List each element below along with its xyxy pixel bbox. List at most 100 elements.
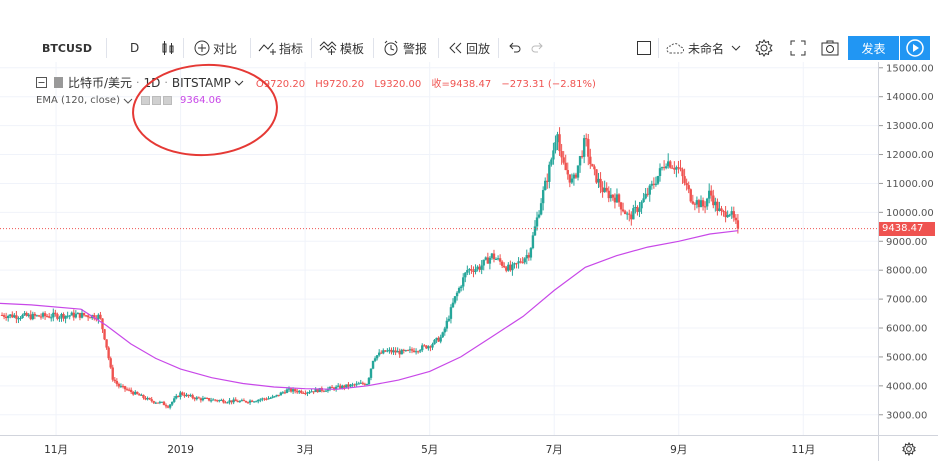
candle-down bbox=[263, 398, 266, 400]
interval-button[interactable]: D bbox=[130, 41, 140, 55]
candle-up bbox=[714, 201, 717, 206]
play-button[interactable] bbox=[900, 36, 930, 60]
candle-down bbox=[732, 211, 735, 218]
candle-down bbox=[558, 134, 561, 152]
candle-up bbox=[554, 142, 557, 151]
candle-down bbox=[56, 314, 59, 319]
fullscreen-button[interactable] bbox=[790, 36, 806, 60]
candle-down bbox=[613, 197, 617, 203]
replay-button[interactable]: 回放 bbox=[447, 36, 490, 60]
candle-up bbox=[548, 164, 551, 182]
candle-up bbox=[238, 401, 242, 403]
snapshot-button[interactable] bbox=[821, 36, 839, 60]
candle-up bbox=[570, 178, 574, 183]
candle-down bbox=[720, 208, 723, 212]
candle-up bbox=[189, 395, 192, 397]
candle-up bbox=[267, 398, 270, 400]
price-chart[interactable] bbox=[0, 62, 878, 435]
indicators-label: 指标 bbox=[279, 41, 304, 56]
last-price-tag: 9438.47 bbox=[879, 221, 935, 236]
candle-down bbox=[193, 397, 196, 400]
candle-down bbox=[562, 157, 565, 163]
candle-up bbox=[707, 190, 711, 199]
candle-up bbox=[386, 350, 389, 352]
candle-down bbox=[136, 391, 139, 395]
close-icon[interactable] bbox=[162, 96, 172, 105]
select-all-checkbox[interactable] bbox=[636, 36, 652, 60]
open-value: O9720.20 bbox=[255, 79, 306, 90]
gear-icon[interactable] bbox=[151, 96, 161, 105]
chevron-down-icon[interactable] bbox=[234, 78, 244, 88]
ema-legend: EMA (120, close) 9364.06 bbox=[36, 95, 221, 106]
y-tick-label: 10000.00 bbox=[886, 208, 934, 219]
candle-down bbox=[679, 167, 682, 170]
candle-up bbox=[324, 390, 328, 392]
candle-down bbox=[498, 258, 502, 262]
candle-up bbox=[337, 385, 340, 387]
y-tick-label: 7000.00 bbox=[886, 295, 927, 306]
candle-down bbox=[93, 315, 96, 319]
candle-up bbox=[97, 314, 100, 320]
symbol-flag-icon bbox=[54, 77, 63, 88]
candle-up bbox=[433, 339, 436, 345]
candle-up bbox=[21, 314, 24, 318]
change-value: −273.31 (−2.81%) bbox=[501, 79, 596, 90]
candle-up bbox=[667, 161, 670, 167]
candle-up bbox=[544, 180, 547, 191]
undo-button[interactable] bbox=[506, 36, 522, 60]
candle-down bbox=[646, 193, 649, 195]
symbol-search-button[interactable]: BTCUSD bbox=[42, 41, 92, 55]
candle-down bbox=[166, 406, 170, 408]
candle-down bbox=[503, 265, 506, 268]
candle-down bbox=[107, 347, 110, 359]
chart-type-button[interactable] bbox=[160, 36, 179, 60]
rewind-icon bbox=[449, 42, 462, 54]
axis-settings-button[interactable] bbox=[878, 435, 938, 461]
alerts-button[interactable]: 警报 bbox=[383, 36, 427, 60]
settings-button[interactable] bbox=[755, 36, 773, 60]
eye-icon[interactable] bbox=[140, 96, 150, 105]
candle-up bbox=[367, 377, 371, 385]
candle-down bbox=[224, 402, 227, 404]
candle-down bbox=[242, 400, 246, 402]
candle-up bbox=[418, 350, 422, 352]
candle-down bbox=[734, 217, 738, 221]
compare-button[interactable]: 对比 bbox=[194, 36, 237, 60]
templates-button[interactable]: 模板 bbox=[319, 36, 364, 60]
layout-name-button[interactable]: 未命名 bbox=[665, 36, 742, 60]
indicators-button[interactable]: 指标 bbox=[258, 36, 303, 60]
candle-up bbox=[392, 350, 395, 353]
candle-up bbox=[70, 312, 73, 316]
redo-button[interactable] bbox=[530, 36, 546, 60]
candle-up bbox=[634, 206, 637, 209]
candle-up bbox=[513, 263, 516, 265]
x-tick-label: 9月 bbox=[670, 444, 687, 456]
candle-down bbox=[207, 398, 211, 401]
candle-up bbox=[271, 396, 274, 398]
candle-up bbox=[597, 178, 600, 183]
candle-down bbox=[45, 316, 49, 318]
candle-up bbox=[19, 317, 22, 319]
collapse-icon[interactable] bbox=[36, 76, 48, 89]
candle-up bbox=[494, 259, 498, 261]
candle-up bbox=[168, 404, 172, 408]
candle-up bbox=[638, 208, 641, 212]
candle-down bbox=[621, 209, 625, 212]
candle-down bbox=[564, 162, 567, 171]
price-axis[interactable]: 15000.00 14000.00 13000.00 12000.00 11000.00… bbox=[878, 62, 938, 435]
main-series-legend: 比特币/美元 · 1D · BITSTAMP O9720.20 H9720.20… bbox=[36, 74, 603, 91]
candle-up bbox=[275, 394, 278, 397]
high-value: H9720.20 bbox=[315, 79, 365, 90]
candle-down bbox=[437, 337, 440, 342]
candle-up bbox=[468, 269, 471, 271]
publish-button[interactable]: 发表 bbox=[848, 36, 899, 60]
candle-up bbox=[373, 358, 377, 361]
candle-down bbox=[33, 313, 37, 316]
candle-up bbox=[439, 337, 442, 342]
candle-up bbox=[660, 167, 664, 169]
candle-up bbox=[455, 292, 459, 297]
candle-up bbox=[427, 346, 430, 349]
candle-down bbox=[416, 351, 420, 353]
time-axis[interactable]: 11月 2019 3月 5月 7月 9月 11月 bbox=[0, 435, 878, 461]
chevron-down-icon[interactable] bbox=[123, 96, 133, 106]
